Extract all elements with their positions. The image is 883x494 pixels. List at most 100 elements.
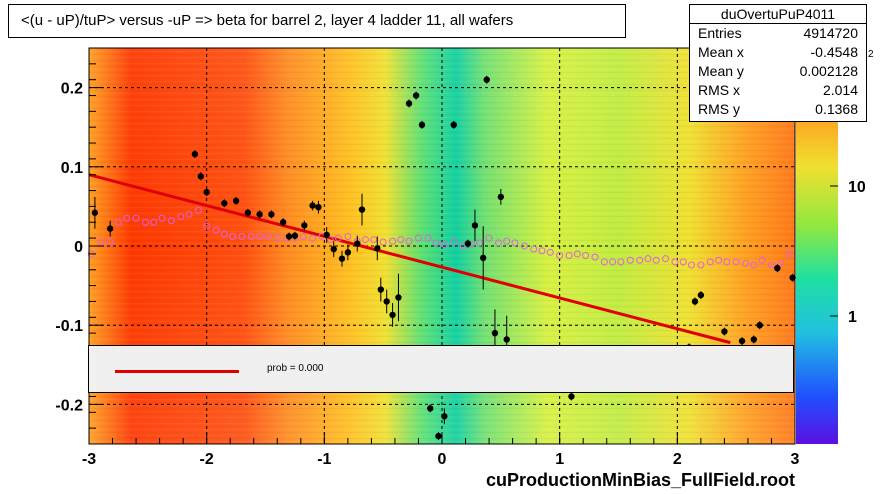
profile-point: [323, 231, 330, 239]
mean-point: [706, 258, 714, 266]
mean-point: [299, 232, 307, 240]
profile-point: [497, 193, 505, 201]
profile-point: [358, 206, 366, 213]
profile-point: [377, 286, 385, 293]
footer-filename: cuProductionMinBias_FullField.root: [486, 470, 796, 490]
mean-point: [652, 256, 660, 264]
stats-row: Mean x -0.4548: [690, 43, 866, 62]
stats-row: Mean y 0.002128: [690, 62, 866, 81]
mean-point: [697, 261, 705, 269]
mean-point: [264, 232, 272, 240]
profile-point: [191, 150, 199, 158]
mean-point: [485, 234, 493, 242]
mean-point: [758, 256, 766, 264]
profile-point: [395, 294, 402, 301]
y-tick-label: 0.1: [61, 160, 83, 177]
profile-point: [232, 197, 240, 205]
profile-point: [697, 291, 705, 299]
stats-label: Mean y: [698, 63, 744, 79]
mean-point: [742, 259, 750, 267]
mean-point: [424, 234, 432, 242]
profile-point: [464, 240, 472, 247]
stats-value: 2.014: [822, 82, 858, 98]
profile-point: [412, 92, 420, 99]
mean-point: [123, 214, 131, 222]
mean-point: [141, 218, 149, 226]
profile-point: [344, 249, 352, 256]
mean-point: [97, 238, 105, 246]
stats-value: 0.002128: [799, 63, 858, 79]
y-tick-label: 0: [74, 239, 83, 256]
profile-point: [106, 225, 114, 232]
profile-point: [221, 200, 228, 207]
profile-point: [450, 121, 457, 129]
axes-group: -3 -2 -1 0 1 2 3 -0.2 -0.1 0 0.1 0.2 1 10 2: [55, 47, 874, 468]
mean-point: [212, 226, 220, 234]
stats-row: RMS x 2.014: [690, 81, 866, 100]
mean-point: [750, 261, 758, 269]
mean-point: [158, 214, 166, 222]
mean-point: [194, 206, 202, 214]
profile-point: [691, 298, 699, 305]
profile-point: [479, 254, 487, 262]
mean-point: [530, 245, 538, 253]
mean-point: [662, 255, 670, 263]
mean-point: [679, 258, 687, 266]
mean-point: [600, 258, 608, 266]
mean-point: [203, 222, 211, 230]
stats-label: Mean x: [698, 44, 744, 60]
mean-point: [326, 236, 334, 244]
profile-point: [197, 173, 204, 180]
mean-point: [273, 234, 281, 242]
mean-point: [617, 258, 625, 266]
mean-point: [177, 213, 185, 221]
profile-point: [738, 337, 746, 345]
legend-text: prob = 0.000: [267, 363, 324, 374]
y-tick-label: -0.2: [55, 397, 83, 414]
profile-point: [256, 211, 263, 218]
mean-point: [785, 250, 793, 258]
mean-point: [609, 258, 617, 266]
profile-point: [354, 240, 361, 247]
mean-point: [414, 234, 422, 242]
profile-point: [389, 311, 396, 319]
mean-point: [150, 218, 158, 226]
mean-point: [582, 252, 590, 260]
profile-point: [383, 298, 390, 305]
profile-point: [285, 233, 293, 240]
stats-value: 4914720: [803, 25, 858, 41]
profile-point: [789, 274, 796, 281]
profile-point: [244, 209, 252, 216]
mean-point: [687, 261, 695, 269]
profile-point: [203, 188, 210, 196]
profile-point: [338, 255, 346, 262]
x-tick-label: -1: [317, 451, 331, 468]
mean-point: [723, 258, 731, 266]
mean-point: [520, 242, 528, 250]
x-tick-label: -2: [200, 451, 214, 468]
chart-title: <(u - uP)/tuP> versus -uP => beta for ba…: [8, 4, 626, 38]
mean-point: [256, 232, 264, 240]
mean-point: [573, 250, 581, 258]
mean-point: [511, 239, 519, 247]
mean-point: [432, 239, 440, 247]
x-tick-label: 1: [555, 451, 564, 468]
mean-point: [556, 252, 564, 260]
profile-point: [374, 245, 381, 252]
mean-point: [106, 238, 114, 246]
mean-point: [644, 255, 652, 263]
mean-point: [238, 232, 246, 240]
y-tick-label: -0.1: [55, 318, 83, 335]
mean-point: [405, 237, 413, 245]
profile-point: [774, 264, 781, 272]
mean-point: [132, 214, 140, 222]
x-tick-label: 0: [438, 451, 447, 468]
z-exponent: 2: [868, 49, 874, 60]
stats-title: duOvertuPuP4011: [690, 5, 866, 24]
profile-point: [91, 209, 99, 216]
mean-point: [565, 252, 573, 260]
stats-row: Entries 4914720: [690, 24, 866, 43]
mean-point: [494, 239, 502, 247]
profile-point: [309, 202, 316, 209]
profile-point: [330, 245, 337, 253]
